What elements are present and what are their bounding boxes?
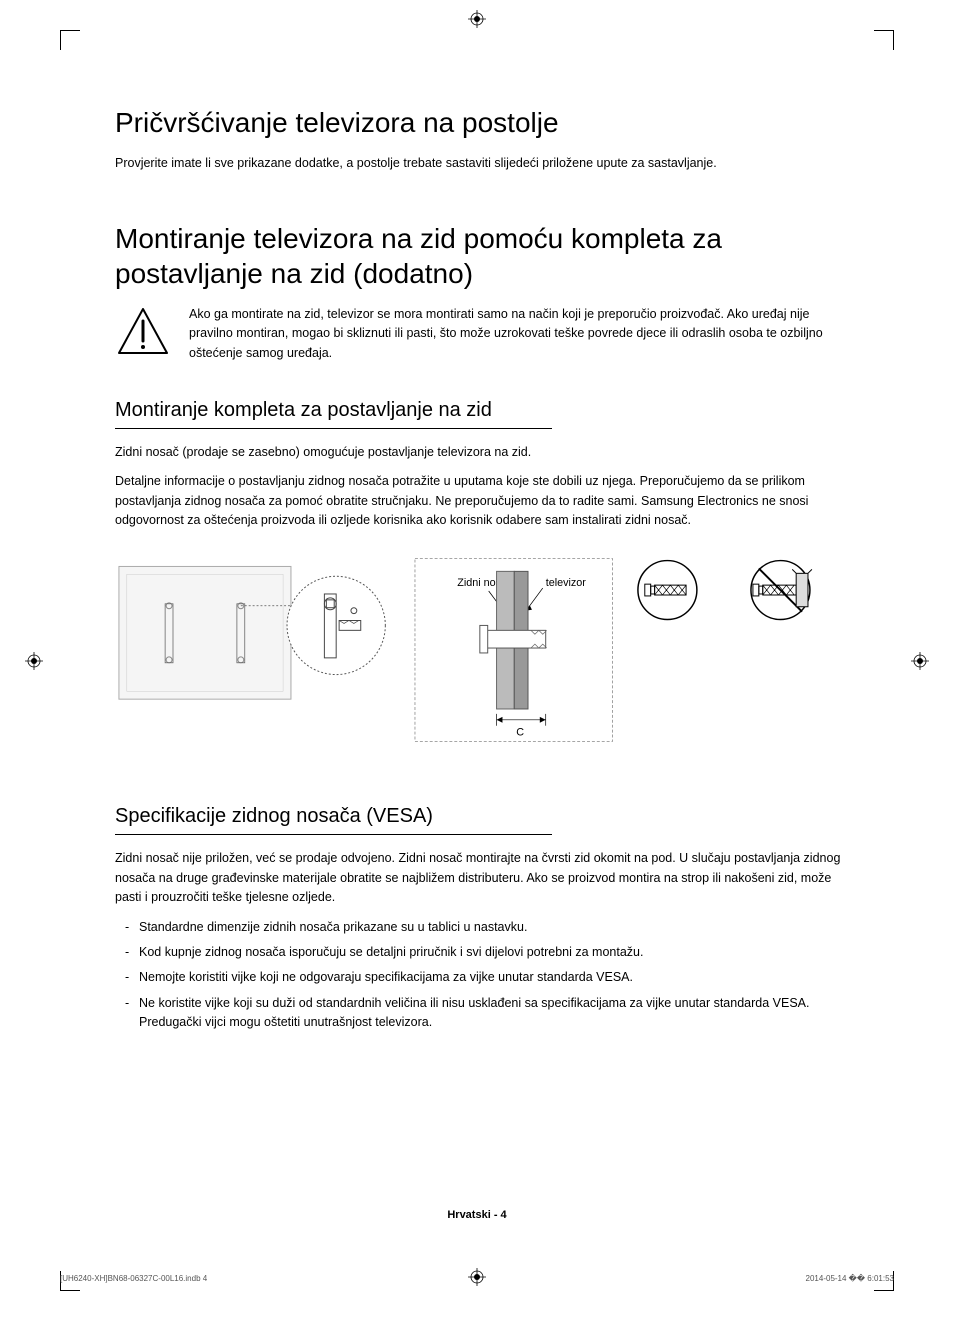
warning-block: Ako ga montirate na zid, televizor se mo… xyxy=(115,305,844,363)
diagram-cross-section: Zidni nosač televizor C xyxy=(413,555,615,745)
section-title-stand: Pričvršćivanje televizora na postolje xyxy=(115,105,844,140)
warning-text: Ako ga montirate na zid, televizor se mo… xyxy=(189,305,844,363)
list-item: Ne koristite vijke koji su duži od stand… xyxy=(125,994,844,1033)
mounting-kit-p1: Zidni nosač (prodaje se zasebno) omoguću… xyxy=(115,443,844,462)
vesa-bullet-list: Standardne dimenzije zidnih nosača prika… xyxy=(115,918,844,1033)
registration-mark-icon xyxy=(468,10,486,28)
section-title-wallmount: Montiranje televizora na zid pomoću komp… xyxy=(115,221,844,291)
warning-icon xyxy=(115,305,171,361)
diagram-row: Zidni nosač televizor C xyxy=(115,555,844,745)
section-intro-stand: Provjerite imate li sve prikazane dodatk… xyxy=(115,154,844,173)
diagram-tv-back xyxy=(115,555,395,745)
label-c: C xyxy=(516,727,524,739)
label-tv: televizor xyxy=(546,577,587,589)
print-file: [UH6240-XH]BN68-06327C-00L16.indb 4 xyxy=(60,1274,207,1283)
page-footer: Hrvatski - 4 xyxy=(0,1209,954,1221)
subsection-title-mounting-kit: Montiranje kompleta za postavljanje na z… xyxy=(115,399,552,429)
crop-mark xyxy=(60,30,80,50)
registration-mark-icon xyxy=(25,652,43,670)
list-item: Nemojte koristiti vijke koji ne odgovara… xyxy=(125,968,844,987)
list-item: Kod kupnje zidnog nosača isporučuju se d… xyxy=(125,943,844,962)
page-content: Pričvršćivanje televizora na postolje Pr… xyxy=(0,0,954,1108)
mounting-kit-p2: Detaljne informacije o postavljanju zidn… xyxy=(115,472,844,530)
vesa-p1: Zidni nosač nije priložen, već se prodaj… xyxy=(115,849,844,907)
print-footer: [UH6240-XH]BN68-06327C-00L16.indb 4 2014… xyxy=(60,1274,894,1283)
subsection-title-vesa: Specifikacije zidnog nosača (VESA) xyxy=(115,805,552,835)
crop-mark xyxy=(874,30,894,50)
list-item: Standardne dimenzije zidnih nosača prika… xyxy=(125,918,844,937)
registration-mark-icon xyxy=(911,652,929,670)
diagram-screws xyxy=(633,555,844,630)
print-timestamp: 2014-05-14 �� 6:01:53 xyxy=(806,1274,894,1283)
